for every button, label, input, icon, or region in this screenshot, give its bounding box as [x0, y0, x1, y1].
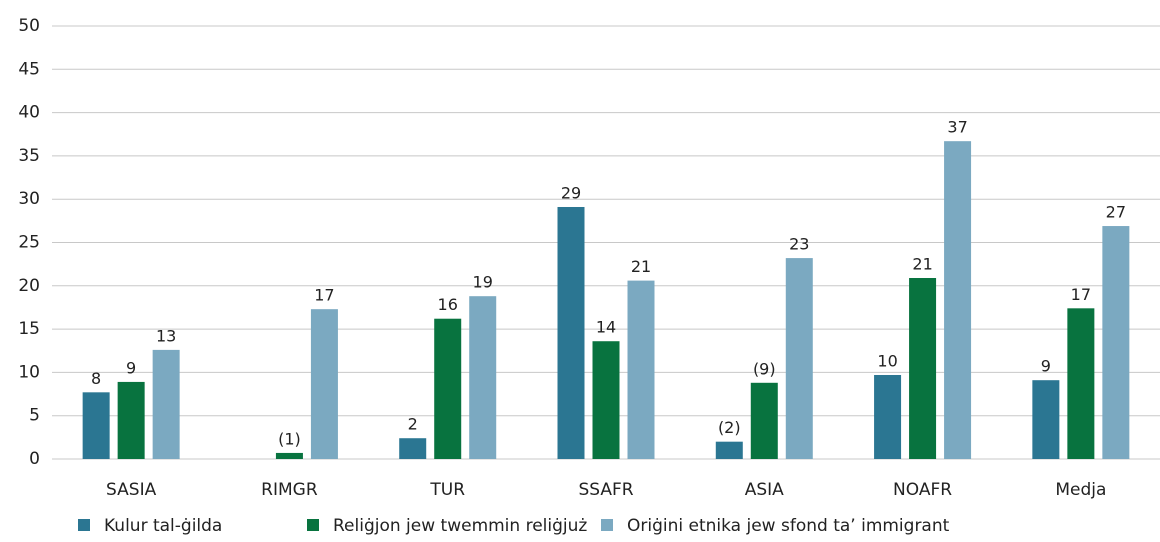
- bar: [750, 382, 778, 459]
- y-tick-label: 20: [18, 276, 40, 296]
- bar: [434, 318, 462, 459]
- bar: [275, 452, 303, 459]
- value-label: 27: [1106, 203, 1126, 222]
- y-tick-label: 5: [29, 406, 40, 426]
- bar: [909, 278, 937, 459]
- bar: [152, 349, 180, 459]
- bar: [1102, 226, 1130, 459]
- value-label: 21: [912, 255, 932, 274]
- x-tick-label: SASIA: [106, 480, 157, 500]
- y-tick-label: 40: [18, 103, 40, 123]
- bar: [1067, 308, 1095, 459]
- bar: [592, 341, 620, 459]
- x-tick-label: Medja: [1055, 480, 1106, 500]
- legend-label: Oriġini etnika jew sfond ta’ immigrant: [627, 516, 950, 536]
- x-tick-label: RIMGR: [261, 480, 318, 500]
- bar: [627, 280, 655, 459]
- legend-swatch: [78, 519, 90, 531]
- y-tick-label: 25: [18, 233, 40, 253]
- value-label: 9: [1041, 357, 1051, 376]
- y-tick-label: 0: [29, 449, 40, 469]
- legend-swatch: [307, 519, 319, 531]
- y-tick-label: 15: [18, 319, 40, 339]
- bar: [715, 441, 743, 459]
- x-tick-label: SSAFR: [578, 480, 633, 500]
- legend-label: Kulur tal-ġilda: [104, 516, 222, 536]
- value-label: (9): [753, 359, 776, 378]
- x-tick-label: NOAFR: [893, 480, 952, 500]
- bar: [1032, 380, 1060, 459]
- bar: [469, 296, 497, 459]
- bar: [310, 309, 338, 459]
- value-label: 14: [596, 318, 616, 337]
- value-label: 29: [561, 183, 581, 202]
- bar: [785, 258, 813, 459]
- value-label: 23: [789, 235, 809, 254]
- bar: [117, 381, 145, 459]
- value-label: (1): [278, 429, 301, 448]
- value-label: 21: [631, 257, 651, 276]
- value-label: (2): [718, 418, 741, 437]
- y-tick-label: 30: [18, 189, 40, 209]
- value-label: 17: [1071, 285, 1091, 304]
- x-tick-label: TUR: [429, 480, 465, 500]
- value-label: 13: [156, 326, 176, 345]
- legend-swatch: [601, 519, 613, 531]
- value-label: 37: [947, 118, 967, 137]
- value-label: 2: [408, 415, 418, 434]
- bar: [557, 206, 585, 459]
- value-label: 9: [126, 358, 136, 377]
- y-tick-label: 50: [18, 16, 40, 36]
- legend-label: Reliġjon jew twemmin reliġjuż: [333, 516, 587, 536]
- bar: [874, 374, 902, 459]
- bar: [82, 392, 110, 459]
- y-tick-label: 35: [18, 146, 40, 166]
- y-tick-label: 10: [18, 362, 40, 382]
- bar: [399, 438, 427, 459]
- bar: [944, 141, 972, 460]
- value-label: 8: [91, 369, 101, 388]
- value-label: 10: [877, 351, 897, 370]
- value-label: 19: [473, 273, 493, 292]
- y-tick-label: 45: [18, 59, 40, 79]
- x-tick-label: ASIA: [745, 480, 784, 500]
- value-label: 17: [314, 286, 334, 305]
- value-label: 16: [438, 295, 458, 314]
